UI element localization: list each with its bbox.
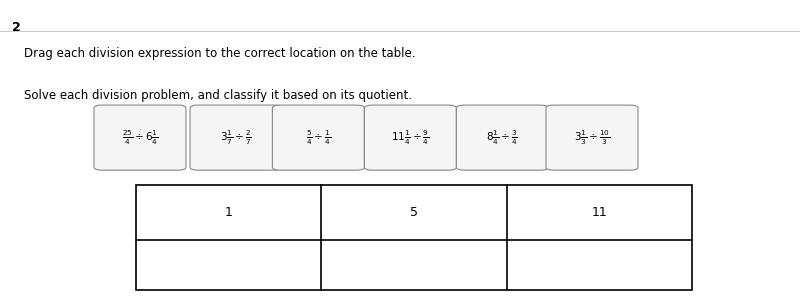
Text: $\frac{5}{4} \div \frac{1}{4}$: $\frac{5}{4} \div \frac{1}{4}$ [306, 128, 331, 147]
Text: 2: 2 [12, 21, 21, 34]
Text: Drag each division expression to the correct location on the table.: Drag each division expression to the cor… [24, 47, 415, 60]
FancyBboxPatch shape [190, 105, 282, 170]
Text: 5: 5 [410, 206, 418, 219]
Text: 11: 11 [591, 206, 607, 219]
FancyBboxPatch shape [94, 105, 186, 170]
Text: $\frac{25}{4} \div 6\frac{1}{4}$: $\frac{25}{4} \div 6\frac{1}{4}$ [122, 128, 158, 147]
FancyBboxPatch shape [365, 105, 456, 170]
FancyBboxPatch shape [546, 105, 638, 170]
Text: $11\frac{1}{4} \div \frac{9}{4}$: $11\frac{1}{4} \div \frac{9}{4}$ [391, 128, 430, 147]
Text: $8\frac{1}{4} \div \frac{3}{4}$: $8\frac{1}{4} \div \frac{3}{4}$ [486, 128, 518, 147]
Text: Solve each division problem, and classify it based on its quotient.: Solve each division problem, and classif… [24, 89, 412, 102]
Text: 1: 1 [225, 206, 233, 219]
FancyBboxPatch shape [272, 105, 365, 170]
Text: $3\frac{1}{3} \div \frac{10}{3}$: $3\frac{1}{3} \div \frac{10}{3}$ [574, 128, 610, 147]
Text: $3\frac{1}{7} \div \frac{2}{7}$: $3\frac{1}{7} \div \frac{2}{7}$ [220, 128, 252, 147]
FancyBboxPatch shape [456, 105, 549, 170]
